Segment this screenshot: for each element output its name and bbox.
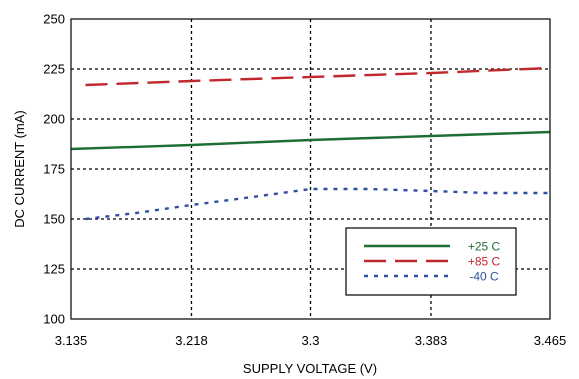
y-tick-labels: 100 125 150 175 200 225 250 (43, 12, 65, 327)
series-line-25c (70, 130, 551, 151)
x-tick-label: 3.135 (55, 333, 88, 348)
x-tick-label: 3.218 (175, 333, 208, 348)
x-axis-label: SUPPLY VOLTAGE (V) (243, 361, 377, 376)
y-tick-label: 175 (43, 162, 65, 177)
legend: +25 C+85 C-40 C (345, 227, 517, 296)
y-axis-label: DC CURRENT (mA) (12, 110, 27, 227)
x-tick-label: 3.383 (415, 333, 448, 348)
series-group (70, 66, 551, 221)
legend-label: -40 C (469, 270, 499, 284)
x-tick-labels: 3.135 3.218 3.3 3.383 3.465 (55, 333, 567, 348)
grid (71, 19, 550, 319)
y-tick-label: 100 (43, 312, 65, 327)
y-tick-label: 250 (43, 12, 65, 27)
y-tick-label: 150 (43, 212, 65, 227)
legend-label: +85 C (468, 255, 501, 269)
legend-label: +25 C (468, 240, 501, 254)
series-line-85c (85, 66, 551, 87)
plot-frame (70, 18, 551, 320)
y-tick-label: 225 (43, 62, 65, 77)
x-tick-label: 3.465 (534, 333, 567, 348)
y-tick-label: 125 (43, 262, 65, 277)
series-line-40c (85, 187, 550, 221)
y-tick-label: 200 (43, 112, 65, 127)
x-tick-label: 3.3 (301, 333, 319, 348)
